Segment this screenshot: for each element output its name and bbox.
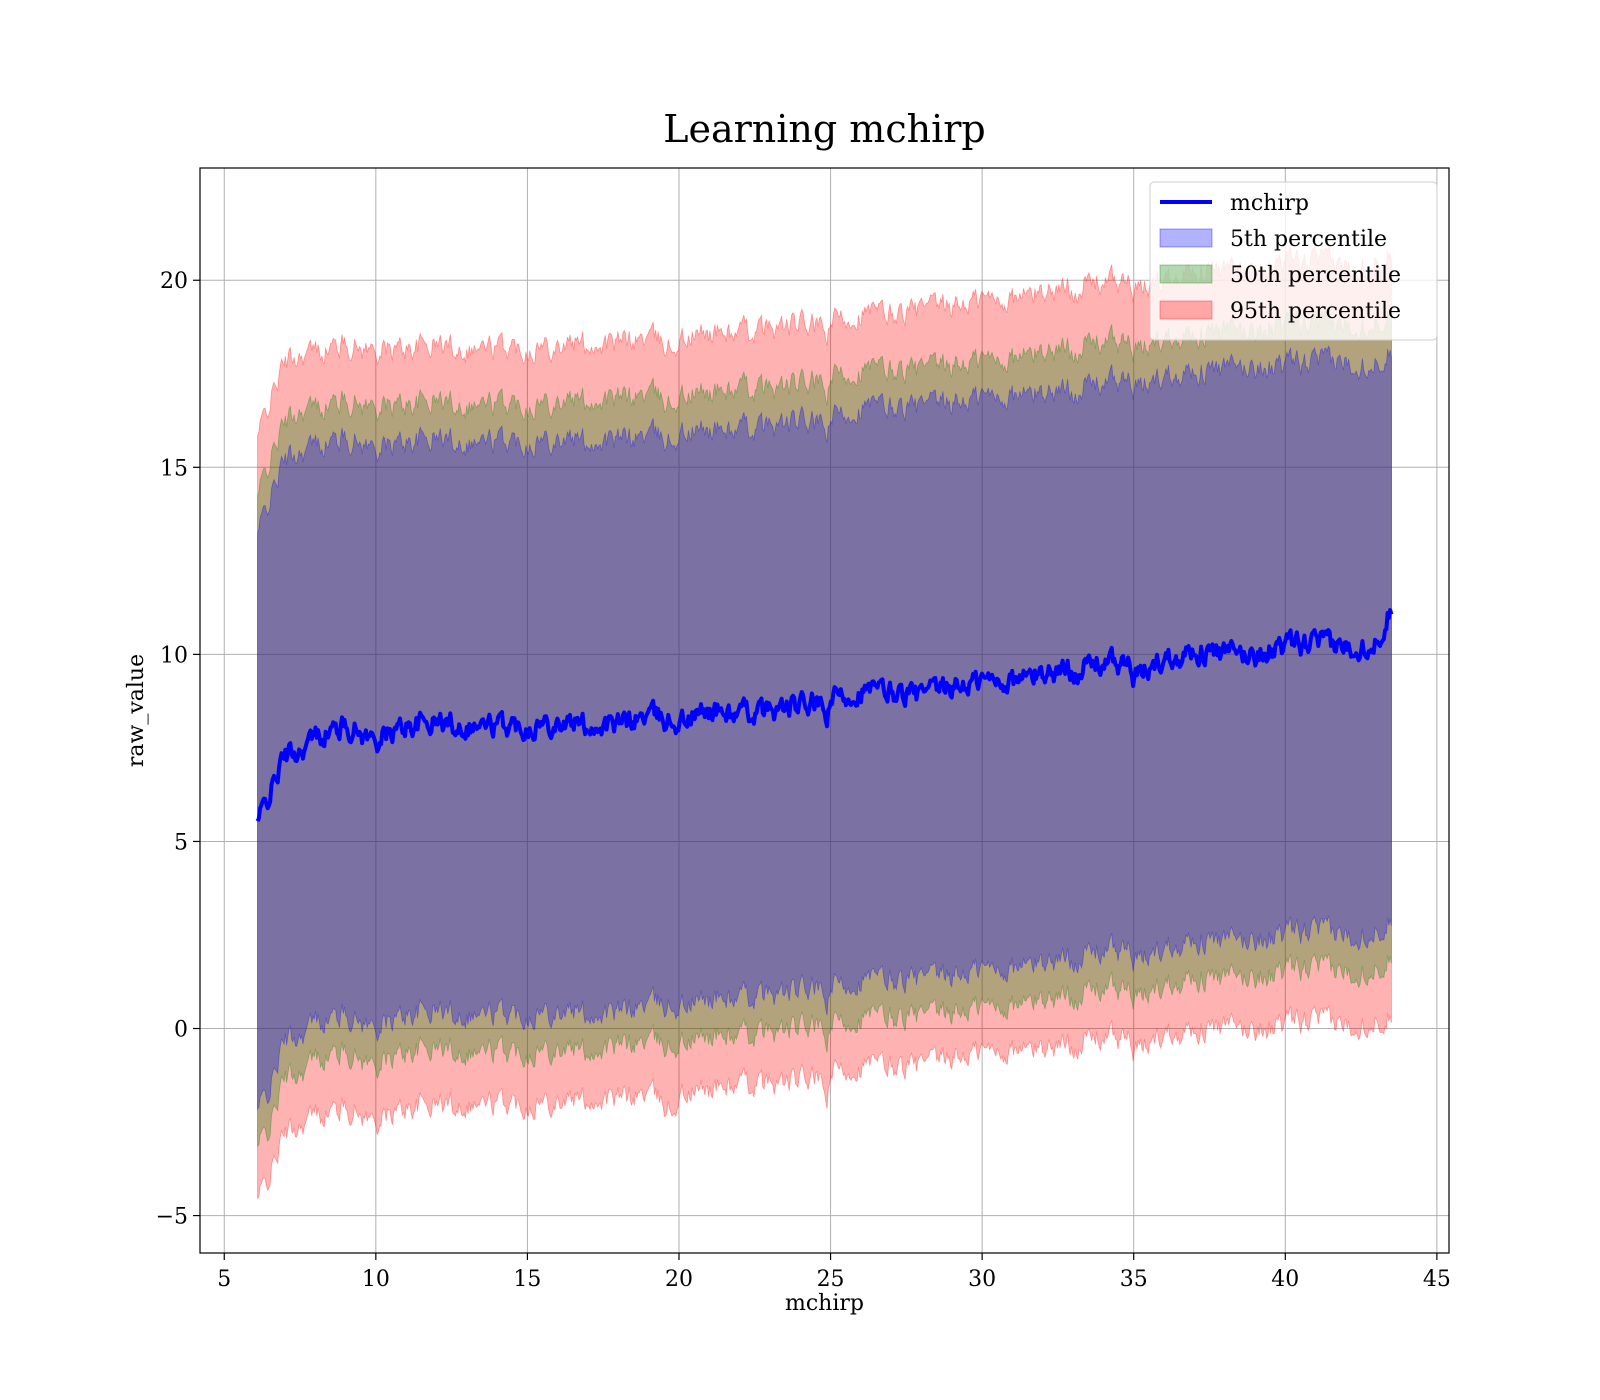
- mchirp-line-layer: [255, 608, 1394, 823]
- x-axis-label: mchirp: [785, 1291, 864, 1316]
- legend-swatch-50th-percentile: [1159, 264, 1213, 284]
- y-tick-label: 20: [160, 269, 188, 294]
- y-tick-label: 0: [174, 1018, 188, 1043]
- y-axis-ticks: −5 0 5 10 15 20: [156, 269, 200, 1230]
- legend-swatch-95th-percentile: [1159, 300, 1213, 320]
- x-tick-label: 40: [1271, 1267, 1299, 1292]
- x-tick-label: 45: [1423, 1267, 1451, 1292]
- x-axis-ticks: 5 10 15 20 25 30 35 40 45: [217, 1253, 1451, 1292]
- legend-label-95th-percentile: 95th percentile: [1230, 299, 1401, 324]
- legend-label-50th-percentile: 50th percentile: [1230, 263, 1401, 288]
- y-tick-label: 10: [160, 643, 188, 668]
- x-tick-label: 5: [217, 1267, 231, 1292]
- x-tick-label: 35: [1120, 1267, 1148, 1292]
- legend-swatch-5th-percentile: [1159, 228, 1213, 248]
- legend-label-5th-percentile: 5th percentile: [1230, 227, 1387, 252]
- band-5th-percentile: [257, 345, 1392, 1111]
- grid: [200, 168, 1449, 1253]
- legend-label-mchirp: mchirp: [1230, 191, 1309, 216]
- legend-box: [1149, 181, 1438, 341]
- line-mchirp: [255, 608, 1394, 823]
- x-tick-label: 20: [665, 1267, 693, 1292]
- x-tick-label: 30: [968, 1267, 996, 1292]
- x-tick-label: 15: [513, 1267, 541, 1292]
- plot-frame: [199, 167, 1450, 1254]
- y-tick-label: 5: [174, 830, 188, 855]
- x-tick-label: 25: [817, 1267, 845, 1292]
- y-tick-label: 15: [160, 456, 188, 481]
- y-tick-label: −5: [156, 1205, 188, 1230]
- band-50th-percentile: [257, 307, 1392, 1148]
- x-tick-label: 10: [362, 1267, 390, 1292]
- y-axis-label: raw_value: [124, 654, 149, 767]
- legend: mchirp 5th percentile 50th percentile 95th …: [1149, 181, 1438, 341]
- chart-title: Learning mchirp: [663, 107, 985, 151]
